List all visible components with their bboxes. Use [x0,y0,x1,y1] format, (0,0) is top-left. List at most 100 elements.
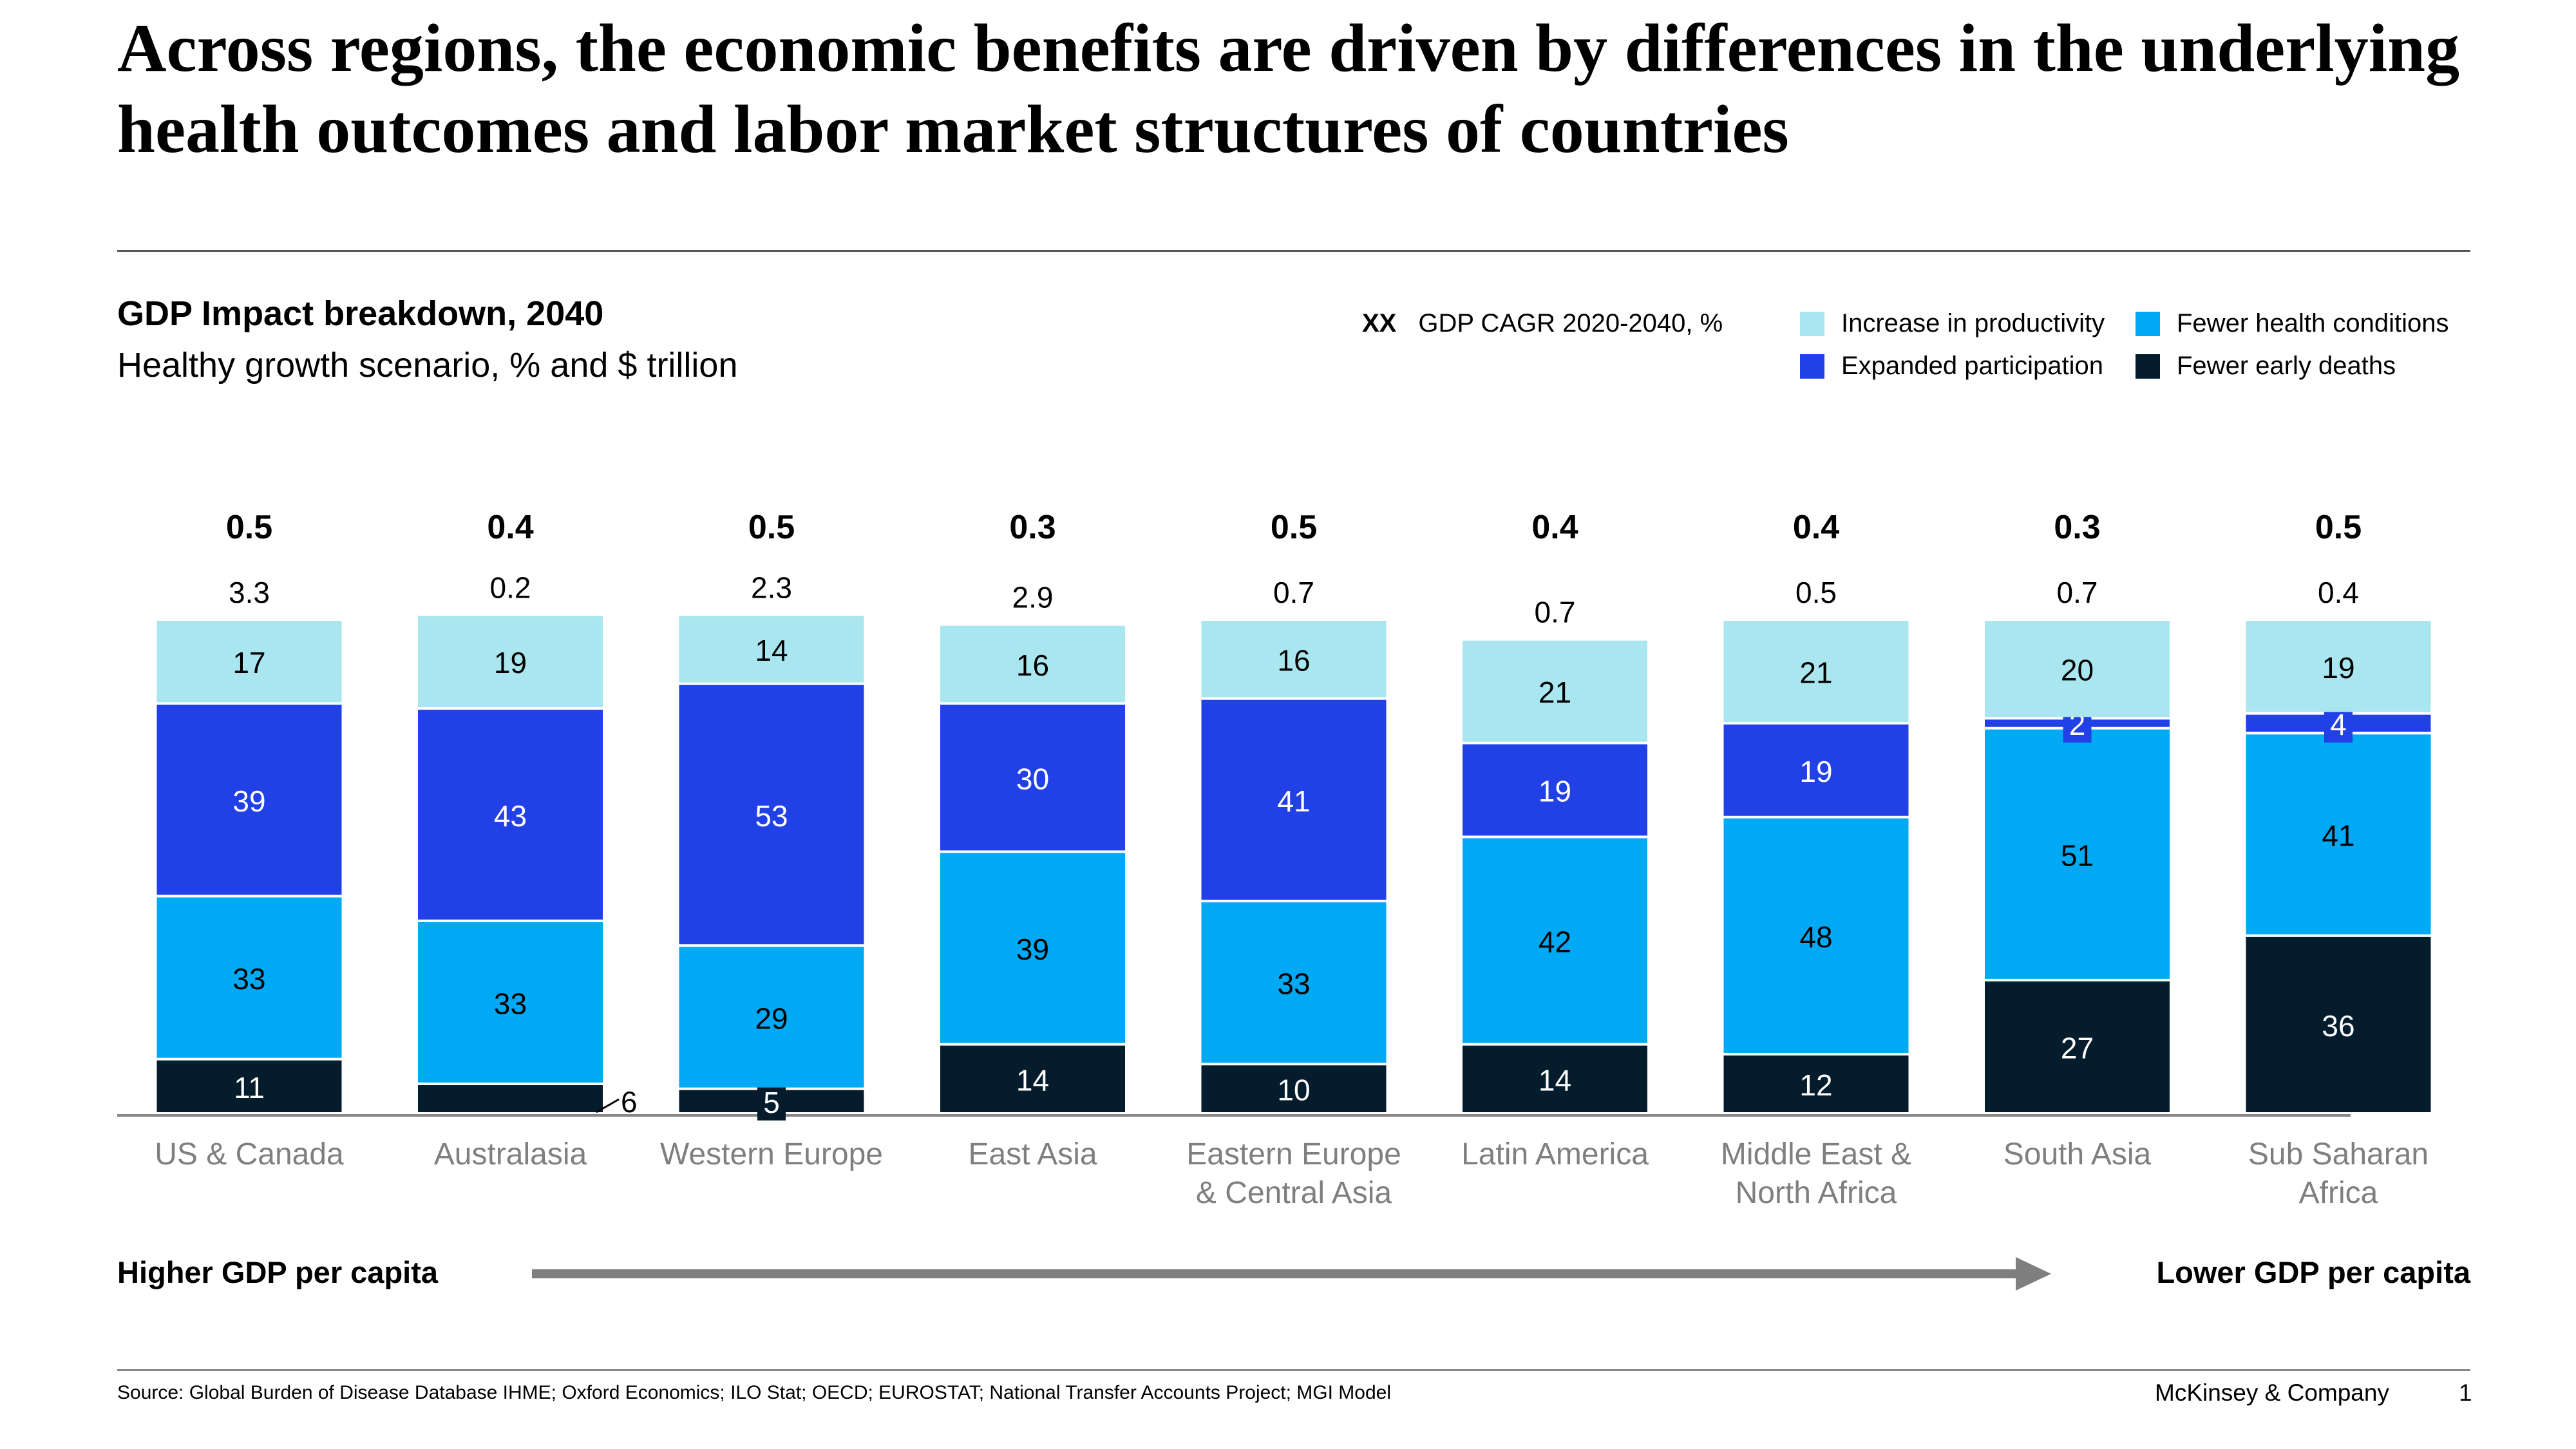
data-label: 33 [1277,967,1310,1001]
bar-segment [679,947,864,1088]
bar-segment [1463,1045,1647,1112]
category-label: Eastern Europe [1186,1137,1401,1171]
category-label: East Asia [968,1137,1097,1171]
category-label: Australasia [434,1137,587,1171]
category-label: South Asia [2003,1137,2152,1171]
cagr-label: 0.5 [226,509,272,546]
data-label: 33 [232,962,265,996]
bar-segment [1985,729,2170,979]
category-label: & Central Asia [1196,1176,1392,1210]
data-label: 19 [494,646,527,679]
brand-name: McKinsey & Company [2155,1379,2389,1406]
category-label: Latin America [1461,1137,1649,1171]
small-label-box [2324,706,2353,743]
data-label: 51 [2061,838,2094,872]
data-label: 4 [2330,708,2347,741]
data-label: 19 [1539,775,1571,808]
data-label: 41 [1277,784,1310,818]
data-label: 21 [1799,656,1832,690]
title-divider [117,250,2470,252]
data-label: 30 [1016,762,1049,795]
data-label: 14 [755,634,788,667]
bar-segment [2246,621,2431,712]
data-label: 48 [1799,920,1832,954]
page-title: Across regions, the economic benefits ar… [117,10,2460,167]
bar-segment [940,853,1125,1043]
bar-segment [156,897,342,1058]
bar-segment [1463,744,1647,836]
chart-subtitle: Healthy growth scenario, % and $ trillio… [117,346,738,384]
category-label: Africa [2299,1176,2378,1210]
legend-swatch [2136,311,2160,336]
legend-early-deaths: Fewer early deaths [2136,352,2396,381]
category-label: US & Canada [155,1137,344,1171]
cagr-label: 0.5 [748,509,795,546]
bar-segment [1985,981,2170,1112]
total-label: 0.7 [1535,596,1576,629]
data-label: 12 [1799,1068,1832,1102]
data-label: 53 [755,799,788,833]
legend-health-conditions: Fewer health conditions [2136,309,2448,338]
bar-segment [2246,734,2431,934]
bar-segment [1723,621,1909,723]
bar-segment [156,1060,342,1112]
legend-productivity: Increase in productivity [1800,309,2105,338]
legend-cagr: XX GDP CAGR 2020-2040, % [1362,309,1723,338]
legend-label: Fewer health conditions [2177,309,2449,337]
small-label-box [757,1084,786,1121]
total-label: 2.3 [751,571,792,604]
chart-title: GDP Impact breakdown, 2040 [117,294,604,333]
total-label: 2.9 [1012,581,1054,614]
bar-segment [418,616,603,708]
bar-segment [940,625,1125,703]
category-label: Sub Saharan [2248,1137,2429,1171]
data-label: 10 [1277,1074,1310,1107]
bar-segment [2246,936,2431,1112]
legend-label: Expanded participation [1841,352,2103,380]
arrow-right-label: Lower GDP per capita [2156,1255,2470,1289]
footer-divider [117,1369,2470,1371]
data-label: 19 [2322,651,2354,685]
data-label: 16 [1016,649,1049,682]
cagr-label: 0.5 [2315,509,2362,546]
total-label: 0.7 [2057,576,2098,609]
cagr-label: 0.4 [1531,509,1578,546]
total-label: 0.5 [1795,576,1837,609]
data-label: 43 [494,799,527,833]
data-label: 39 [232,784,265,818]
bar-segment [156,705,342,895]
data-label: 14 [1539,1063,1571,1097]
bar-segment [1463,640,1647,742]
cagr-label: 0.4 [487,509,533,546]
bar-segment [1985,621,2170,717]
data-label: 21 [1539,676,1571,709]
data-label: 19 [1799,755,1832,788]
bar-segment [1201,1065,1387,1112]
data-label: 5 [763,1086,780,1119]
total-label: 0.2 [490,571,531,604]
bar-segment [1723,818,1909,1053]
legend-label: Fewer early deaths [2177,352,2396,380]
bar-segment [418,922,603,1083]
arrow-left-label: Higher GDP per capita [117,1255,438,1289]
data-label: 42 [1539,925,1571,959]
bar-segment [679,616,864,683]
bar-segment [1723,724,1909,816]
page-number: 1 [2459,1379,2472,1406]
data-label: 39 [1016,933,1049,966]
legend-label: Increase in productivity [1841,309,2105,337]
cagr-label: 0.3 [2054,509,2100,546]
data-label: 16 [1277,643,1310,677]
data-label: 29 [755,1001,788,1035]
total-label: 0.7 [1273,576,1314,609]
legend-swatch [1800,311,1824,336]
bar-segment [418,1084,603,1112]
data-label: 41 [2322,819,2354,853]
data-label: 6 [621,1085,638,1119]
arrow-head-icon [2016,1257,2051,1291]
data-label: 36 [2322,1009,2354,1043]
data-label: 11 [234,1071,265,1104]
bar-segment [1463,838,1647,1043]
source-note: Source: Global Burden of Disease Databas… [117,1382,1392,1403]
